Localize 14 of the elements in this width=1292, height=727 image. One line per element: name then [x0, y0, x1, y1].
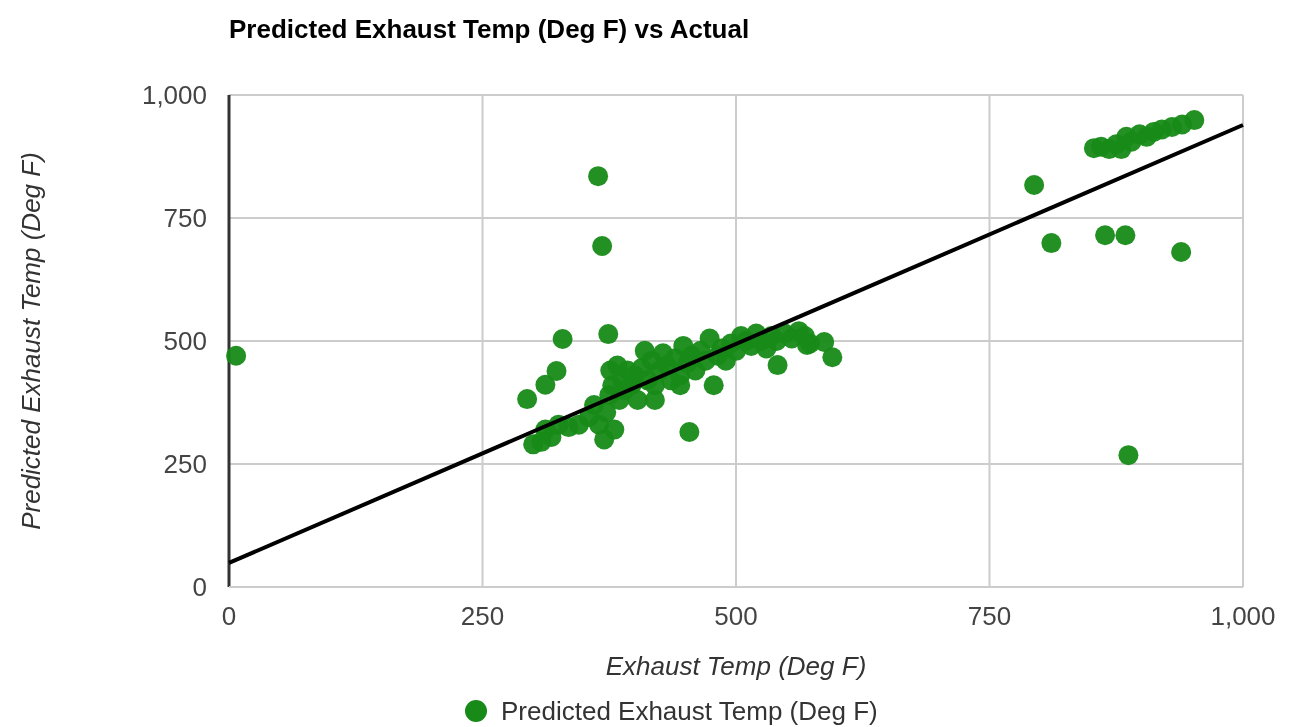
y-tick-label: 1,000 — [141, 80, 207, 110]
legend-label: Predicted Exhaust Temp (Deg F) — [501, 696, 878, 726]
x-tick-label: 0 — [221, 601, 237, 631]
y-tick-label: 500 — [163, 326, 207, 356]
chart-title: Predicted Exhaust Temp (Deg F) vs Actual — [229, 14, 750, 44]
y-axis-title: Predicted Exhaust Temp (Deg F) — [16, 152, 46, 530]
x-axis-title: Exhaust Temp (Deg F) — [605, 651, 867, 681]
x-tick-label: 750 — [967, 601, 1012, 631]
y-tick-label: 250 — [163, 449, 207, 479]
y-tick-label: 0 — [192, 572, 207, 602]
x-tick-label: 1,000 — [1210, 601, 1276, 631]
y-tick-label: 750 — [163, 203, 207, 233]
x-tick-label: 500 — [714, 601, 758, 631]
x-tick-label: 250 — [460, 601, 505, 631]
